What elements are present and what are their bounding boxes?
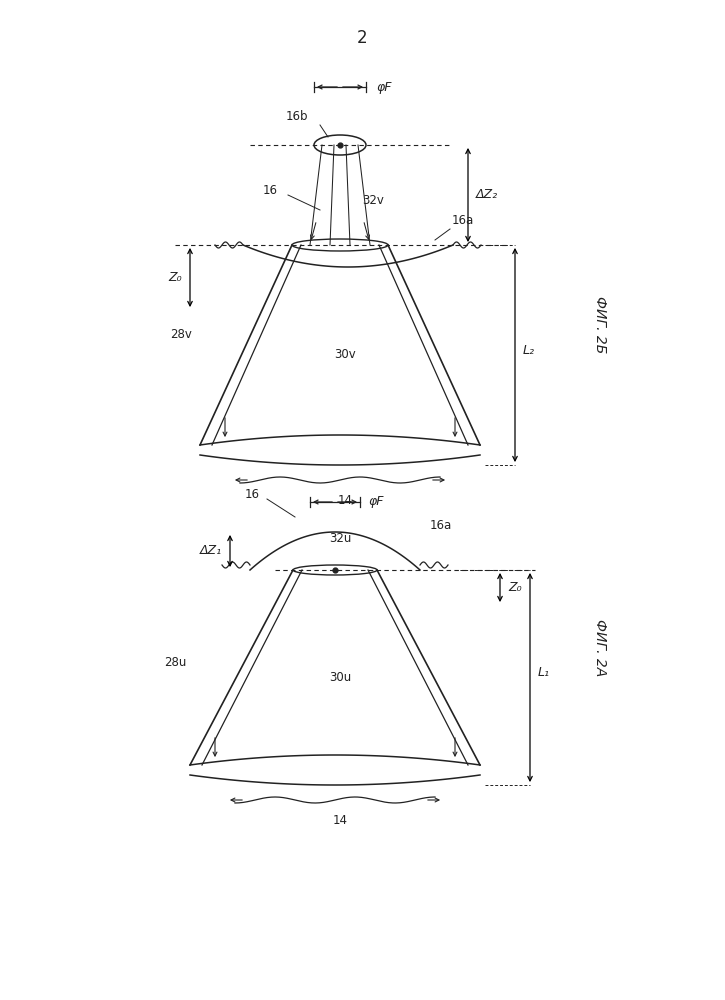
Text: ΔZ₁: ΔZ₁ bbox=[200, 544, 222, 558]
Text: 16a: 16a bbox=[430, 519, 452, 532]
Text: 14: 14 bbox=[338, 494, 352, 507]
Text: 16b: 16b bbox=[286, 110, 308, 123]
Text: 30v: 30v bbox=[334, 349, 356, 361]
Text: Z₀: Z₀ bbox=[168, 271, 182, 284]
Text: 28v: 28v bbox=[170, 328, 192, 342]
Text: 2: 2 bbox=[357, 29, 368, 47]
Text: 14: 14 bbox=[333, 814, 347, 827]
Text: 16: 16 bbox=[245, 488, 260, 500]
Text: 16a: 16a bbox=[452, 214, 474, 227]
Text: L₂: L₂ bbox=[523, 344, 535, 357]
Text: ФИГ. 2А: ФИГ. 2А bbox=[593, 619, 607, 676]
Text: ФИГ. 2Б: ФИГ. 2Б bbox=[593, 296, 607, 354]
Text: 32v: 32v bbox=[362, 194, 384, 207]
Text: 16: 16 bbox=[263, 184, 278, 196]
Text: φF: φF bbox=[376, 81, 392, 94]
Text: 28u: 28u bbox=[165, 656, 187, 669]
Text: 32u: 32u bbox=[329, 532, 351, 545]
Text: Z₀: Z₀ bbox=[508, 581, 521, 594]
Text: L₁: L₁ bbox=[538, 666, 550, 679]
Text: 30u: 30u bbox=[329, 671, 351, 684]
Text: ΔZ₂: ΔZ₂ bbox=[476, 188, 498, 202]
Text: φF: φF bbox=[368, 495, 384, 508]
